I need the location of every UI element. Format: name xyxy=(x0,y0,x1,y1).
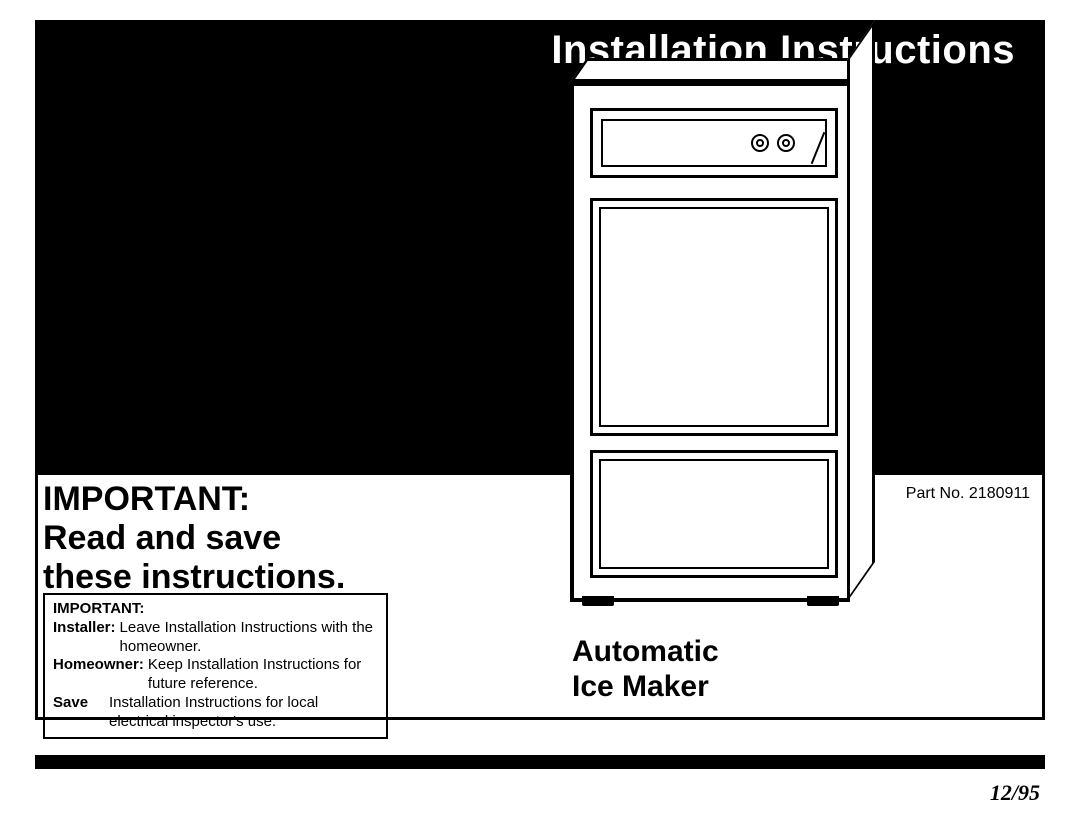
product-title: Automatic Ice Maker xyxy=(572,635,719,704)
date-code: 12/95 xyxy=(990,780,1040,806)
important-box-heading: IMPORTANT: xyxy=(53,600,378,619)
control-panel-inner xyxy=(601,119,827,167)
appliance-body xyxy=(570,82,850,602)
homeowner-text: Keep Installation Instructions for futur… xyxy=(148,656,378,694)
installer-row: Installer: Leave Installation Instructio… xyxy=(53,619,378,657)
installer-label: Installer: xyxy=(53,619,116,657)
dark-band xyxy=(38,80,1042,475)
important-heading: IMPORTANT: Read and save these instructi… xyxy=(43,480,563,597)
appliance-top xyxy=(570,58,867,82)
product-line2: Ice Maker xyxy=(572,670,719,705)
door-lower-inner xyxy=(599,459,829,569)
door-lower xyxy=(590,450,838,578)
product-line1: Automatic xyxy=(572,635,719,670)
door-upper-inner xyxy=(599,207,829,427)
important-line2: Read and save xyxy=(43,519,563,558)
panel-divider xyxy=(811,132,826,164)
save-text: Installation Instructions for local elec… xyxy=(109,694,378,732)
part-number: Part No. 2180911 xyxy=(906,485,1030,503)
installer-text: Leave Installation Instructions with the… xyxy=(120,619,378,657)
control-panel xyxy=(590,108,838,178)
save-row: Save Installation Instructions for local… xyxy=(53,694,378,732)
knob-icon xyxy=(777,134,795,152)
important-line1: IMPORTANT: xyxy=(43,480,563,519)
save-label: Save xyxy=(53,694,109,732)
important-box: IMPORTANT: Installer: Leave Installation… xyxy=(43,593,388,739)
homeowner-row: Homeowner: Keep Installation Instruction… xyxy=(53,656,378,694)
door-upper xyxy=(590,198,838,436)
bottom-rule xyxy=(35,755,1045,769)
knob-icon xyxy=(751,134,769,152)
foot-right xyxy=(807,596,839,606)
homeowner-label: Homeowner: xyxy=(53,656,144,694)
foot-left xyxy=(582,596,614,606)
title-bar: Installation Instructions xyxy=(35,20,1045,80)
appliance-illustration xyxy=(570,82,890,622)
important-line3: these instructions. xyxy=(43,558,563,597)
appliance-side xyxy=(847,20,875,602)
page-lower: IMPORTANT: Read and save these instructi… xyxy=(38,475,1042,717)
